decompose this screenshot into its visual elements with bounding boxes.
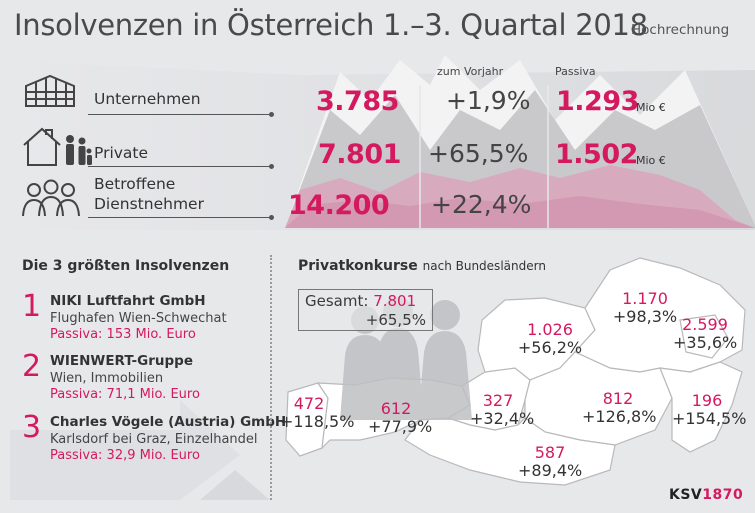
- insolvency-name-1: NIKI Luftfahrt GmbH: [50, 293, 206, 309]
- state-value: 587: [534, 443, 566, 462]
- state-label-wien: 2.599 +35,6%: [673, 316, 737, 352]
- logo-part-2: 1870: [702, 487, 744, 503]
- insolvency-name-3: Charles Vögele (Austria) GmbH: [50, 414, 287, 430]
- row-divider-1: [88, 112, 274, 117]
- state-label-niederoesterreich: 1.170 +98,3%: [612, 290, 678, 326]
- state-change: +126,8%: [582, 407, 657, 426]
- column-header-passiva: Passiva: [555, 65, 596, 78]
- map-state-wien: [679, 314, 729, 359]
- unit-unternehmen: Mio €: [636, 101, 666, 114]
- logo-part-1: KSV: [669, 487, 703, 503]
- state-label-tirol: 612 +77,9%: [368, 399, 433, 436]
- map-state-steiermark: [524, 351, 673, 446]
- row-label-unternehmen: Unternehmen: [94, 90, 201, 108]
- page-subtitle: Hochrechnung: [631, 22, 730, 38]
- state-change: +89,4%: [518, 461, 583, 480]
- count-dienstnehmer: 14.200: [288, 190, 390, 221]
- employees-icon: [22, 179, 80, 217]
- state-label-salzburg: 327 +32,4%: [470, 391, 535, 428]
- state-value: 1.026: [527, 320, 573, 339]
- map-state-kaernten: [404, 417, 616, 486]
- change-dienstnehmer: +22,4%: [431, 190, 532, 219]
- rank-2: 2: [22, 349, 42, 384]
- passiva-unternehmen: 1.293: [556, 86, 639, 117]
- rank-1: 1: [22, 289, 42, 324]
- state-change: +32,4%: [470, 409, 535, 428]
- state-change: +35,6%: [673, 333, 738, 352]
- house-family-icon: [23, 127, 92, 166]
- row-label-dienstnehmer-1: Betroffene: [94, 175, 176, 193]
- private-title-main: Privatkonkurse: [298, 258, 418, 274]
- state-label-vorarlberg: 472 +118,5%: [280, 394, 355, 431]
- state-label-kaernten: 587 +89,4%: [518, 444, 582, 480]
- change-private: +65,5%: [428, 139, 529, 168]
- rank-3: 3: [22, 410, 42, 445]
- insolvency-passiva-2: Passiva: 71,1 Mio. Euro: [50, 387, 200, 402]
- count-private: 7.801: [318, 139, 401, 170]
- change-unternehmen: +1,9%: [446, 86, 531, 115]
- private-title-suffix: nach Bundesländern: [422, 259, 546, 273]
- state-value: 196: [691, 391, 723, 410]
- state-label-steiermark: 812 +126,8%: [582, 389, 657, 426]
- state-change: +118,5%: [280, 412, 355, 431]
- total-change: +65,5%: [365, 311, 426, 329]
- insolvency-location-3: Karlsdorf bei Graz, Einzelhandel: [50, 432, 258, 447]
- private-bankruptcies-title: Privatkonkurse nach Bundesländern: [298, 258, 546, 274]
- state-change: +56,2%: [517, 338, 583, 357]
- row-divider-3: [88, 215, 274, 220]
- total-value: 7.801: [373, 292, 417, 310]
- state-value: 2.599: [682, 315, 728, 334]
- state-change: +98,3%: [612, 307, 678, 326]
- state-value: 612: [380, 399, 412, 418]
- passiva-private: 1.502: [555, 139, 638, 170]
- column-header-vorjahr: zum Vorjahr: [437, 65, 504, 78]
- total-box: Gesamt: 7.801 +65,5%: [298, 289, 433, 331]
- unit-private: Mio €: [636, 154, 666, 167]
- count-unternehmen: 3.785: [316, 86, 399, 117]
- insolvency-location-1: Flughafen Wien-Schwechat: [50, 311, 227, 326]
- insolvency-passiva-3: Passiva: 32,9 Mio. Euro: [50, 448, 200, 463]
- ksv-logo: KSV1870: [669, 487, 743, 503]
- state-change: +77,9%: [368, 417, 433, 436]
- total-label: Gesamt:: [305, 292, 369, 310]
- state-label-burgenland: 196 +154,5%: [672, 391, 747, 428]
- row-label-dienstnehmer-2: Dienstnehmer: [94, 195, 204, 213]
- state-value: 1.170: [622, 289, 668, 308]
- state-value: 327: [482, 391, 514, 410]
- map-state-burgenland: [659, 361, 743, 453]
- row-label-private: Private: [94, 144, 149, 162]
- office-building-icon: [25, 74, 75, 107]
- insolvency-passiva-1: Passiva: 153 Mio. Euro: [50, 327, 196, 342]
- state-label-oberoesterreich: 1.026 +56,2%: [517, 321, 583, 357]
- state-value: 812: [602, 389, 634, 408]
- insolvency-location-2: Wien, Immobilien: [50, 371, 164, 386]
- state-change: +154,5%: [672, 409, 747, 428]
- page-title: Insolvenzen in Österreich 1.–3. Quartal …: [14, 8, 648, 42]
- section-divider: [270, 255, 272, 500]
- row-divider-2: [88, 164, 274, 169]
- insolvency-name-2: WIENWERT-Gruppe: [50, 353, 193, 369]
- state-value: 472: [293, 394, 325, 413]
- largest-insolvencies-title: Die 3 größten Insolvenzen: [22, 258, 230, 274]
